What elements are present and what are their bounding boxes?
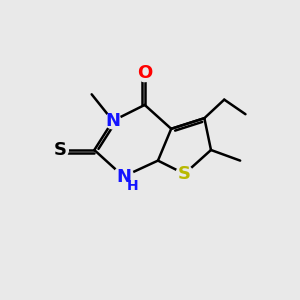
Text: H: H: [127, 179, 139, 193]
Circle shape: [51, 142, 68, 158]
Circle shape: [176, 165, 193, 182]
Text: S: S: [53, 141, 66, 159]
Text: N: N: [105, 112, 120, 130]
Circle shape: [136, 64, 153, 82]
Text: S: S: [178, 165, 191, 183]
Text: O: O: [137, 64, 152, 82]
Circle shape: [113, 167, 134, 187]
Text: N: N: [116, 167, 131, 185]
Circle shape: [105, 113, 121, 129]
